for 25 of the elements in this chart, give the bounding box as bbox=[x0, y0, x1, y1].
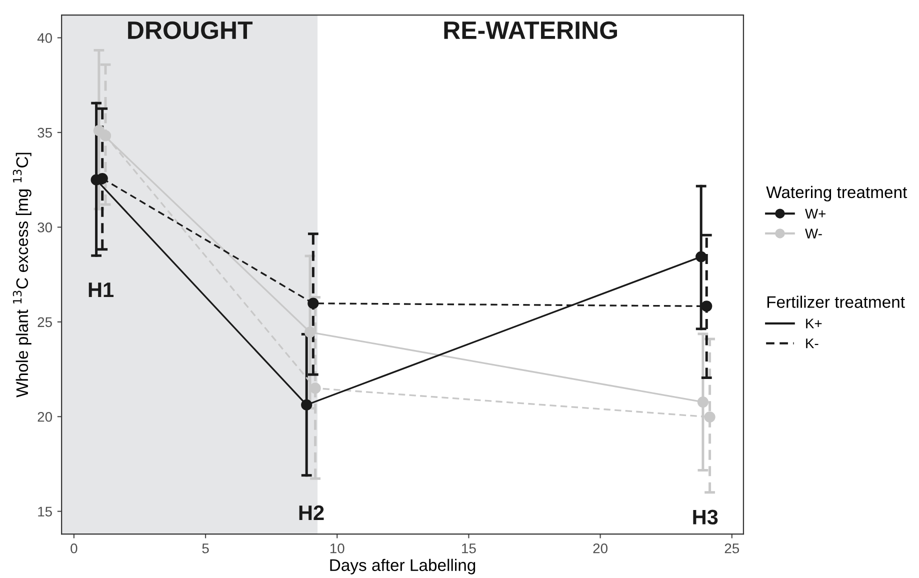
y-tick-label: 40 bbox=[37, 33, 52, 43]
x-axis-title: Days after Labelling bbox=[330, 558, 476, 574]
x-tick-label: 5 bbox=[202, 544, 209, 554]
text: Watering treatment bbox=[766, 186, 908, 202]
x-tick-label: 10 bbox=[330, 543, 344, 554]
legend-label: K- bbox=[806, 338, 818, 348]
legend-label: K+ bbox=[806, 318, 822, 328]
text: Fertilizer treatment bbox=[767, 296, 905, 308]
band-label: RE-WATERING bbox=[444, 21, 617, 40]
y-tick-label: 35 bbox=[38, 128, 52, 138]
x-tick-label: 15 bbox=[462, 544, 476, 554]
legend-label: W+ bbox=[805, 208, 826, 218]
y-axis-title: Whole plant $^{13}$C excess [mg $^{13}$C] bbox=[12, 152, 32, 398]
annotation: H1 bbox=[88, 282, 114, 297]
y-tick-label: 20 bbox=[38, 412, 52, 422]
y-tick-label: 15 bbox=[38, 506, 52, 517]
y-tick-label: 25 bbox=[38, 317, 52, 328]
x-tick-label: 20 bbox=[593, 543, 608, 554]
x-tick-label: 25 bbox=[724, 543, 740, 554]
legend-label: W- bbox=[805, 228, 822, 238]
annotation: H2 bbox=[299, 505, 324, 520]
annotation: H3 bbox=[693, 510, 718, 525]
band-label: DROUGHT bbox=[128, 21, 253, 40]
x-tick-label: 0 bbox=[70, 543, 78, 554]
y-tick-label: 30 bbox=[38, 222, 52, 232]
